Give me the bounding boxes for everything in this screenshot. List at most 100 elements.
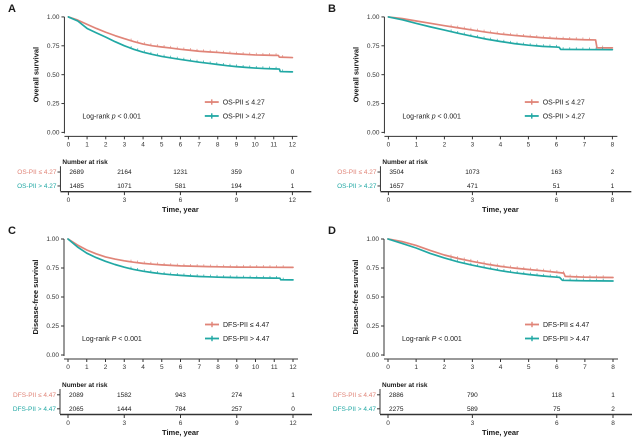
y-tick-label: 0.25 <box>367 101 380 108</box>
risk-axis-tick-label: 6 <box>555 420 559 427</box>
risk-value: 2164 <box>117 169 132 176</box>
x-tick-label: 2 <box>104 141 108 148</box>
y-tick-label: 1.00 <box>367 14 380 21</box>
y-tick-label: 0.75 <box>366 265 379 272</box>
panel-letter-C: C <box>8 225 16 237</box>
y-tick-label: 0.00 <box>367 130 380 137</box>
x-axis-title: Time, year <box>482 428 519 437</box>
legend-label: OS-PII > 4.27 <box>543 113 585 120</box>
y-tick-label: 0.25 <box>366 323 379 330</box>
risk-axis-tick-label: 0 <box>67 197 71 204</box>
km-curve-high <box>67 16 294 73</box>
x-tick-label: 8 <box>611 364 615 371</box>
x-tick-label: 0 <box>67 141 71 148</box>
x-tick-label: 3 <box>123 141 127 148</box>
km-curve-low <box>67 16 294 59</box>
x-tick-label: 8 <box>216 364 220 371</box>
risk-axis-tick-label: 6 <box>179 197 183 204</box>
km-panel-C: 1.00 0.75 0.50 0.25 0.00 Disease-free surviva… <box>13 236 312 437</box>
risk-axis-tick-label: 0 <box>66 420 70 427</box>
x-tick-label: 4 <box>141 141 145 148</box>
y-tick-label: 0.50 <box>366 294 379 301</box>
risk-value: 2275 <box>389 406 404 413</box>
x-tick-label: 5 <box>160 141 164 148</box>
x-axis-title: Time, year <box>162 205 199 214</box>
risk-value: 75 <box>553 406 561 413</box>
y-tick-label: 1.00 <box>366 236 379 243</box>
x-tick-label: 12 <box>289 364 297 371</box>
y-tick-label: 0.75 <box>47 43 60 50</box>
risk-row-label: OS-PII > 4.27 <box>17 183 57 190</box>
y-tick-label: 1.00 <box>46 236 59 243</box>
x-tick-label: 10 <box>252 364 260 371</box>
km-panel-B: 1.00 0.75 0.50 0.25 0.00 Overall survival 0 1 2 3… <box>337 14 632 214</box>
x-tick-label: 3 <box>471 364 475 371</box>
risk-axis-tick-label: 6 <box>179 420 183 427</box>
x-tick-label: 2 <box>443 141 447 148</box>
x-tick-label: 3 <box>471 141 475 148</box>
risk-axis-tick-label: 0 <box>386 420 390 427</box>
legend-label: OS-PII ≤ 4.27 <box>543 100 585 107</box>
x-tick-label: 12 <box>289 141 297 148</box>
legend-label: OS-PII ≤ 4.27 <box>223 100 265 107</box>
x-tick-label: 7 <box>197 364 201 371</box>
x-tick-label: 5 <box>527 364 531 371</box>
km-curve-high <box>387 238 614 282</box>
panel-A: A 1.00 0.75 0.50 0.25 0.00 Overall survival 0 1… <box>0 0 320 222</box>
y-tick-label: 0.50 <box>46 294 59 301</box>
x-tick-label: 1 <box>414 364 418 371</box>
x-tick-label: 1 <box>85 141 89 148</box>
x-tick-label: 1 <box>85 364 89 371</box>
risk-value: 1071 <box>117 183 132 190</box>
risk-axis-tick-label: 8 <box>611 197 615 204</box>
logrank-text: Log-rank P < 0.001 <box>82 336 142 343</box>
x-tick-label: 8 <box>216 141 220 148</box>
legend-label: OS-PII > 4.27 <box>223 113 265 120</box>
risk-value: 2689 <box>69 169 84 176</box>
risk-row-label: DFS-PII > 4.47 <box>13 406 57 413</box>
risk-value: 581 <box>175 183 186 190</box>
panel-D: D 1.00 0.75 0.50 0.25 0.00 Disease-free survi… <box>320 222 640 445</box>
panel-B: B 1.00 0.75 0.50 0.25 0.00 Overall survival 0 1… <box>320 0 640 222</box>
x-tick-label: 7 <box>583 141 587 148</box>
risk-axis-tick-label: 6 <box>555 197 559 204</box>
x-axis-title: Time, year <box>162 428 199 437</box>
y-tick-label: 1.00 <box>47 14 60 21</box>
risk-value: 163 <box>551 169 562 176</box>
x-tick-label: 2 <box>104 364 108 371</box>
risk-value: 1 <box>611 183 615 190</box>
risk-value: 257 <box>231 406 242 413</box>
panel-letter-D: D <box>328 225 336 237</box>
x-tick-label: 5 <box>527 141 531 148</box>
y-tick-label: 0.25 <box>46 323 59 330</box>
x-tick-label: 6 <box>179 141 183 148</box>
km-curve-low <box>387 16 614 49</box>
x-tick-label: 8 <box>611 141 615 148</box>
logrank-text: Log-rank p < 0.001 <box>402 113 461 120</box>
risk-value: 274 <box>231 392 242 399</box>
x-tick-label: 9 <box>235 364 239 371</box>
x-tick-label: 3 <box>122 364 126 371</box>
y-axis-title: Disease-free survival <box>351 259 360 334</box>
risk-value: 359 <box>231 169 242 176</box>
x-tick-label: 1 <box>415 141 419 148</box>
km-curve-low <box>67 238 294 269</box>
x-tick-label: 6 <box>555 364 559 371</box>
y-tick-label: 0.00 <box>47 130 60 137</box>
risk-value: 784 <box>175 406 186 413</box>
x-tick-label: 4 <box>499 141 503 148</box>
x-tick-label: 2 <box>442 364 446 371</box>
risk-row-label: OS-PII > 4.27 <box>337 183 377 190</box>
risk-axis-tick-label: 3 <box>123 197 127 204</box>
risk-value: 471 <box>467 183 478 190</box>
risk-value: 589 <box>467 406 478 413</box>
risk-row-label: DFS-PII ≤ 4.47 <box>13 392 56 399</box>
risk-axis-tick-label: 0 <box>387 197 391 204</box>
km-curve-low <box>387 238 614 279</box>
y-tick-label: 0.75 <box>367 43 380 50</box>
x-tick-label: 7 <box>583 364 587 371</box>
risk-value: 51 <box>553 183 561 190</box>
x-tick-label: 0 <box>66 364 70 371</box>
y-tick-label: 0.00 <box>46 352 59 359</box>
